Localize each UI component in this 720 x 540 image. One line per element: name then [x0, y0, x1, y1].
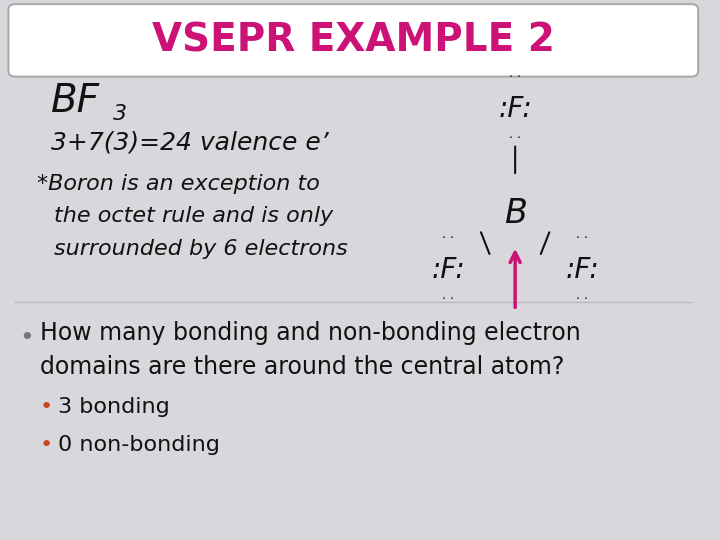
Text: BF: BF	[50, 82, 99, 120]
Text: ⋅ ⋅: ⋅ ⋅	[509, 71, 521, 84]
Text: :F:: :F:	[431, 256, 465, 284]
Text: ⋅ ⋅: ⋅ ⋅	[576, 232, 588, 245]
Text: ⋅ ⋅: ⋅ ⋅	[509, 132, 521, 145]
Text: :F:: :F:	[565, 256, 599, 284]
Text: 3: 3	[112, 104, 127, 124]
Text: surrounded by 6 electrons: surrounded by 6 electrons	[54, 239, 348, 259]
Text: ⋅ ⋅: ⋅ ⋅	[442, 232, 454, 245]
Text: 0 non-bonding: 0 non-bonding	[58, 435, 220, 455]
Text: :F:: :F:	[498, 95, 532, 123]
Text: VSEPR EXAMPLE 2: VSEPR EXAMPLE 2	[152, 21, 554, 59]
Text: the octet rule and is only: the octet rule and is only	[54, 206, 333, 226]
Text: How many bonding and non-bonding electron
domains are there around the central a: How many bonding and non-bonding electro…	[40, 321, 581, 379]
Text: ⋅ ⋅: ⋅ ⋅	[442, 293, 454, 306]
Text: •: •	[19, 326, 34, 350]
Text: B: B	[504, 197, 526, 230]
Text: *Boron is an exception to: *Boron is an exception to	[37, 174, 320, 194]
Text: •: •	[40, 435, 53, 455]
Text: 3 bonding: 3 bonding	[58, 397, 169, 417]
FancyBboxPatch shape	[9, 4, 698, 77]
Text: ⋅ ⋅: ⋅ ⋅	[576, 293, 588, 306]
Text: •: •	[40, 397, 53, 417]
Text: 3+7(3)=24 valence e’: 3+7(3)=24 valence e’	[50, 131, 328, 154]
